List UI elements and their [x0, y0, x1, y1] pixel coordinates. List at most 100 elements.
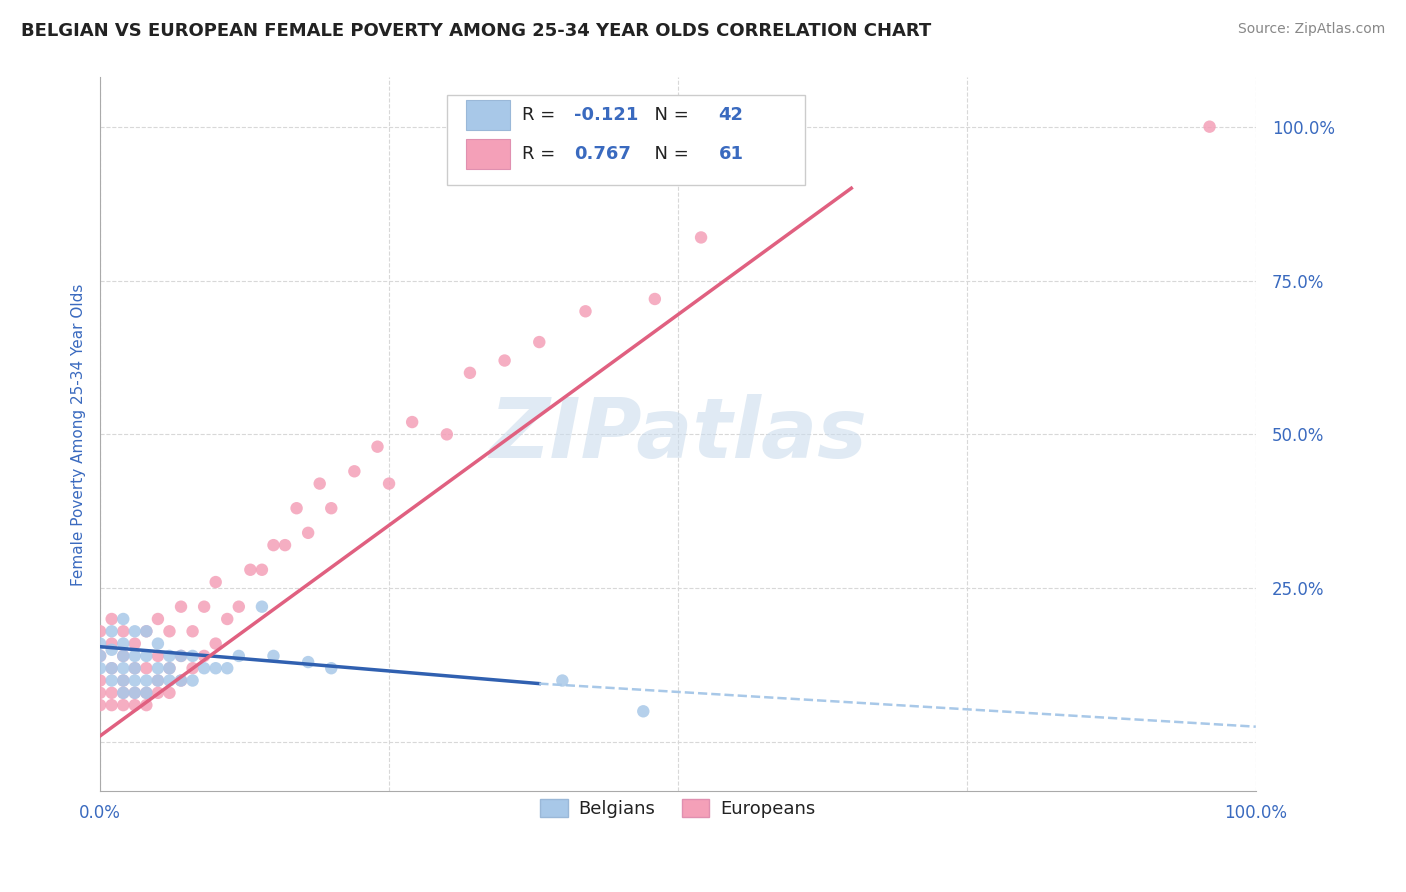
Point	[146, 686, 169, 700]
Point	[204, 637, 226, 651]
Text: -0.121: -0.121	[574, 106, 638, 124]
Point	[250, 563, 273, 577]
FancyBboxPatch shape	[447, 95, 806, 185]
Point	[239, 563, 262, 577]
Text: 0.767: 0.767	[574, 145, 631, 162]
Point	[321, 501, 343, 516]
Point	[170, 648, 193, 663]
Point	[146, 637, 169, 651]
Point	[159, 648, 181, 663]
Point	[100, 698, 122, 713]
Point	[228, 599, 250, 614]
Text: R =: R =	[522, 145, 561, 162]
Point	[112, 673, 135, 688]
Point	[89, 648, 111, 663]
Point	[89, 661, 111, 675]
Point	[297, 525, 319, 540]
Point	[135, 686, 157, 700]
Point	[100, 673, 122, 688]
Point	[124, 698, 146, 713]
Point	[633, 704, 655, 718]
Point	[159, 686, 181, 700]
Point	[204, 661, 226, 675]
Point	[529, 334, 551, 349]
Point	[100, 661, 122, 675]
Point	[297, 655, 319, 669]
FancyBboxPatch shape	[467, 100, 510, 130]
Y-axis label: Female Poverty Among 25-34 Year Olds: Female Poverty Among 25-34 Year Olds	[72, 283, 86, 585]
Point	[170, 673, 193, 688]
Point	[112, 686, 135, 700]
Point	[159, 673, 181, 688]
Point	[146, 673, 169, 688]
Point	[170, 599, 193, 614]
Point	[494, 353, 516, 368]
Point	[146, 648, 169, 663]
Point	[366, 440, 388, 454]
Point	[250, 599, 273, 614]
Text: 42: 42	[718, 106, 744, 124]
Point	[285, 501, 308, 516]
Point	[124, 648, 146, 663]
Point	[263, 538, 285, 552]
Point	[159, 624, 181, 639]
Point	[263, 648, 285, 663]
Point	[124, 661, 146, 675]
Point	[690, 230, 713, 244]
Text: Source: ZipAtlas.com: Source: ZipAtlas.com	[1237, 22, 1385, 37]
Point	[458, 366, 481, 380]
Point	[574, 304, 596, 318]
Point	[401, 415, 423, 429]
Point	[274, 538, 297, 552]
Point	[112, 624, 135, 639]
Point	[100, 637, 122, 651]
Text: 61: 61	[718, 145, 744, 162]
Point	[112, 673, 135, 688]
Point	[124, 624, 146, 639]
Point	[89, 673, 111, 688]
Point	[343, 464, 366, 478]
Point	[100, 612, 122, 626]
Point	[89, 637, 111, 651]
Point	[378, 476, 401, 491]
Text: N =: N =	[644, 106, 695, 124]
Point	[89, 698, 111, 713]
Point	[159, 661, 181, 675]
Point	[228, 648, 250, 663]
Point	[100, 624, 122, 639]
Point	[135, 661, 157, 675]
Point	[124, 637, 146, 651]
Point	[124, 686, 146, 700]
Point	[112, 686, 135, 700]
Text: BELGIAN VS EUROPEAN FEMALE POVERTY AMONG 25-34 YEAR OLDS CORRELATION CHART: BELGIAN VS EUROPEAN FEMALE POVERTY AMONG…	[21, 22, 931, 40]
Legend: Belgians, Europeans: Belgians, Europeans	[533, 791, 823, 825]
Point	[146, 661, 169, 675]
Point	[135, 624, 157, 639]
Point	[181, 648, 204, 663]
Point	[112, 661, 135, 675]
Point	[193, 648, 215, 663]
Point	[159, 661, 181, 675]
Point	[135, 686, 157, 700]
Point	[100, 642, 122, 657]
Point	[1198, 120, 1220, 134]
Point	[100, 686, 122, 700]
Point	[124, 661, 146, 675]
Point	[170, 648, 193, 663]
Point	[112, 612, 135, 626]
Point	[321, 661, 343, 675]
Point	[204, 575, 226, 590]
Point	[181, 661, 204, 675]
Point	[146, 673, 169, 688]
Point	[89, 648, 111, 663]
Point	[217, 612, 239, 626]
Point	[436, 427, 458, 442]
Point	[89, 686, 111, 700]
Point	[644, 292, 666, 306]
Point	[112, 698, 135, 713]
Point	[89, 624, 111, 639]
Point	[551, 673, 574, 688]
Point	[193, 661, 215, 675]
Text: ZIPatlas: ZIPatlas	[489, 394, 868, 475]
Point	[308, 476, 330, 491]
